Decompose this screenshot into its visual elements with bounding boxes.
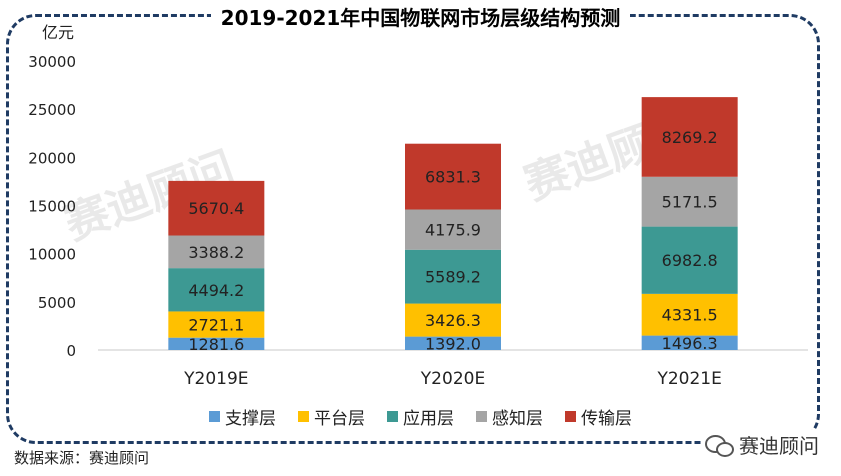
legend-label: 传输层 bbox=[581, 409, 632, 429]
x-tick-label: Y2021E bbox=[656, 369, 721, 389]
bar-segment bbox=[168, 337, 265, 350]
bar-segment bbox=[405, 143, 501, 210]
data-label: 5670.4 bbox=[188, 199, 244, 218]
y-tick-label: 30000 bbox=[28, 53, 76, 71]
legend-item: 传输层 bbox=[565, 404, 632, 429]
x-tick-label: Y2020E bbox=[420, 369, 485, 389]
bar-segment bbox=[405, 336, 501, 350]
y-tick-label: 10000 bbox=[28, 246, 76, 264]
legend-item: 应用层 bbox=[387, 404, 454, 429]
legend-item: 感知层 bbox=[476, 404, 543, 429]
legend: 支撑层 平台层 应用层 感知层 传输层 bbox=[0, 404, 841, 429]
bar-segment bbox=[405, 209, 501, 250]
data-label: 6982.8 bbox=[662, 251, 718, 270]
data-label: 1496.3 bbox=[662, 334, 718, 353]
chart-title: 2019-2021年中国物联网市场层级结构预测 bbox=[0, 2, 841, 31]
y-tick-label: 25000 bbox=[28, 101, 76, 119]
bar-segment bbox=[168, 311, 265, 338]
bar-segment bbox=[168, 235, 265, 269]
source-note: 数据来源：赛迪顾问 bbox=[14, 449, 150, 467]
brand-name: 赛迪顾问 bbox=[739, 434, 819, 458]
legend-label: 支撑层 bbox=[225, 409, 276, 429]
legend-swatch bbox=[387, 411, 398, 422]
y-tick-label: 15000 bbox=[28, 198, 76, 216]
y-tick-label: 0 bbox=[66, 342, 76, 360]
data-label: 8269.2 bbox=[662, 128, 718, 147]
data-label: 6831.3 bbox=[425, 168, 481, 187]
bar-segment bbox=[168, 268, 265, 312]
bar-segment bbox=[168, 180, 265, 236]
data-label: 5171.5 bbox=[662, 193, 718, 212]
wechat-icon bbox=[705, 434, 734, 457]
data-label: 1281.6 bbox=[188, 335, 244, 354]
data-label: 4331.5 bbox=[662, 306, 718, 325]
data-label: 2721.1 bbox=[188, 316, 244, 335]
bar-segment bbox=[641, 226, 738, 294]
stacked-bar-chart: 亿元 0 5000 10000 15000 20000 25000 30000 1281.627… bbox=[28, 23, 808, 389]
bar-segment bbox=[405, 249, 501, 304]
bar-segment bbox=[641, 97, 738, 177]
legend-label: 应用层 bbox=[403, 409, 454, 429]
chart-title-text: 2019-2021年中国物联网市场层级结构预测 bbox=[210, 6, 631, 30]
bar-segment bbox=[641, 176, 738, 227]
legend-swatch bbox=[298, 411, 309, 422]
bar-segment bbox=[405, 303, 501, 337]
legend-swatch bbox=[476, 411, 487, 422]
legend-swatch bbox=[565, 411, 576, 422]
data-label: 3426.3 bbox=[425, 311, 481, 330]
data-label: 3388.2 bbox=[188, 243, 244, 262]
bar-segment bbox=[641, 335, 738, 350]
brand-mark: 赛迪顾问 bbox=[701, 430, 823, 459]
data-label: 1392.0 bbox=[425, 334, 481, 353]
bar-segment bbox=[641, 293, 738, 336]
legend-swatch bbox=[209, 411, 220, 422]
y-axis-label: 亿元 bbox=[42, 23, 74, 42]
legend-item: 平台层 bbox=[298, 404, 365, 429]
x-tick-label: Y2019E bbox=[183, 369, 248, 389]
legend-label: 平台层 bbox=[314, 409, 365, 429]
data-label: 4494.2 bbox=[188, 281, 244, 300]
legend-item: 支撑层 bbox=[209, 404, 276, 429]
data-label: 5589.2 bbox=[425, 268, 481, 287]
legend-label: 感知层 bbox=[492, 409, 543, 429]
y-tick-label: 20000 bbox=[28, 149, 76, 167]
data-label: 4175.9 bbox=[425, 221, 481, 240]
y-tick-label: 5000 bbox=[38, 294, 76, 312]
